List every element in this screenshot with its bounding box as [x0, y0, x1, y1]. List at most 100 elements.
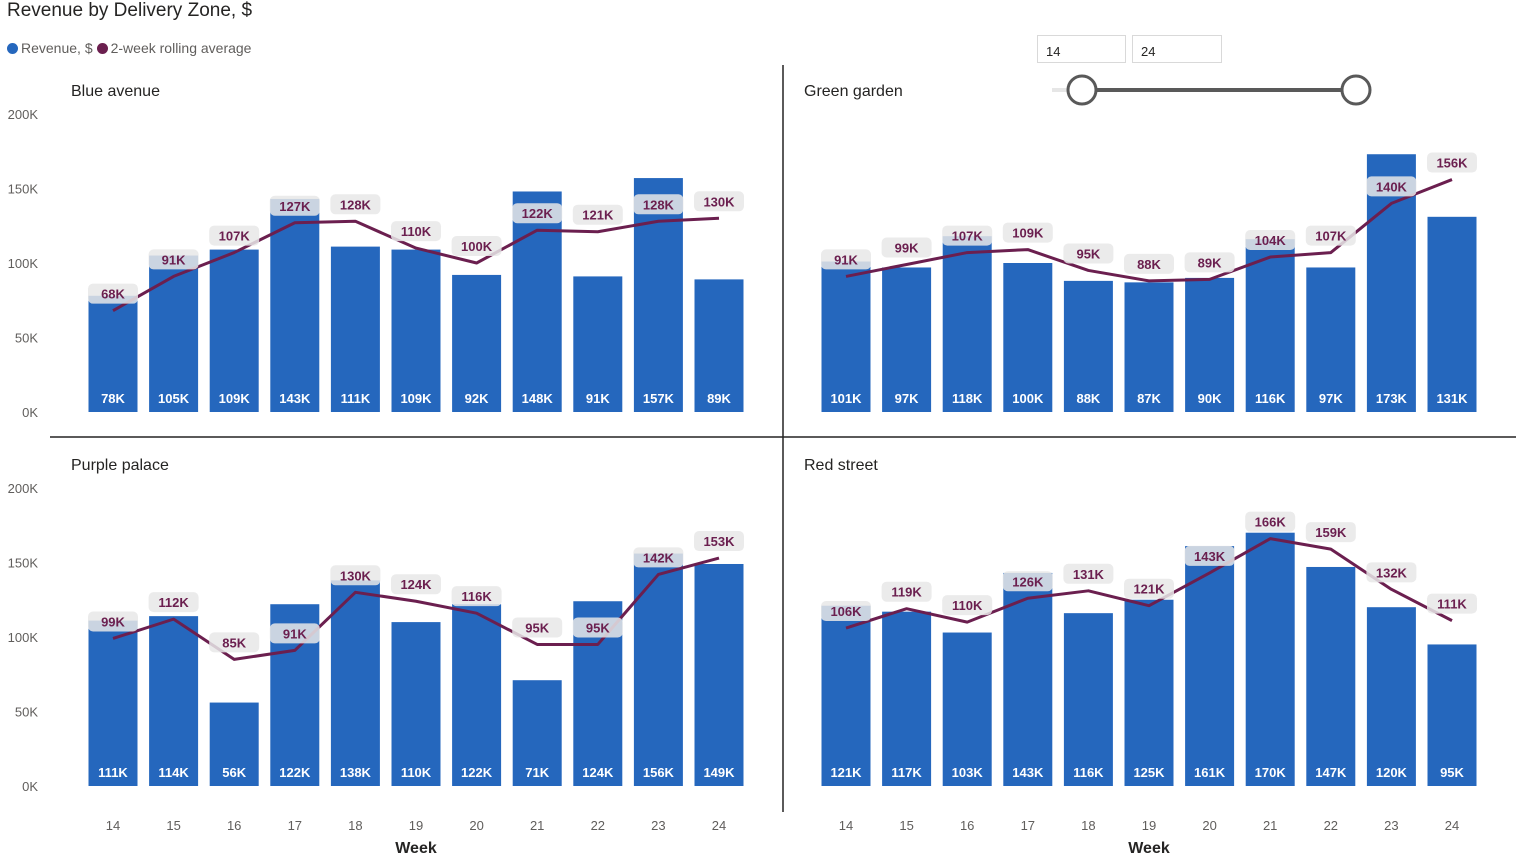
revenue-bar: [88, 620, 138, 786]
legend-item-rolling-average[interactable]: 2-week rolling average: [96, 40, 251, 56]
rolling-average-data-label: 88K: [1137, 257, 1161, 272]
legend-label-revenue: Revenue, $: [21, 40, 93, 56]
revenue-bar: [694, 279, 744, 412]
rolling-average-data-label: 91K: [283, 626, 307, 641]
rolling-average-data-label: 130K: [703, 194, 735, 209]
rolling-average-data-label: 124K: [400, 577, 432, 592]
revenue-bar: [391, 622, 441, 786]
x-tick-label: 17: [1021, 818, 1035, 833]
revenue-data-label: 124K: [582, 765, 614, 780]
rolling-average-data-label: 127K: [279, 199, 311, 214]
revenue-data-label: 71K: [525, 765, 549, 780]
x-tick-label: 21: [1263, 818, 1277, 833]
chart-legend: Revenue, $ 2-week rolling average: [7, 40, 255, 56]
revenue-bar: [1306, 267, 1356, 412]
x-tick-label: 18: [1081, 818, 1095, 833]
rolling-average-data-label: 99K: [895, 240, 919, 255]
rolling-average-data-label: 106K: [830, 604, 862, 619]
revenue-data-label: 147K: [1315, 765, 1347, 780]
revenue-bar: [821, 261, 871, 412]
rolling-average-label-bg: [572, 617, 623, 638]
rolling-average-label-bg: [1063, 563, 1114, 584]
x-tick-label: 20: [469, 818, 483, 833]
revenue-data-label: 105K: [158, 391, 190, 406]
legend-dot-revenue-icon: [7, 42, 18, 54]
revenue-bar: [391, 249, 441, 412]
revenue-bar: [1063, 613, 1113, 786]
rolling-average-label-bg: [1305, 522, 1356, 543]
rolling-average-data-label: 107K: [1315, 229, 1347, 244]
rolling-average-data-label: 128K: [643, 197, 675, 212]
rolling-average-label-bg: [1184, 252, 1235, 273]
rolling-average-label-bg: [881, 237, 932, 258]
x-axis-title: Week: [395, 840, 437, 857]
revenue-bar: [512, 680, 562, 786]
rolling-average-data-label: 112K: [158, 595, 189, 610]
rolling-average-data-label: 121K: [582, 208, 614, 223]
x-tick-label: 15: [899, 818, 913, 833]
y-tick-label: 100K: [8, 256, 39, 271]
revenue-data-label: 92K: [465, 391, 489, 406]
revenue-bar: [330, 246, 380, 412]
revenue-bar: [1427, 216, 1477, 412]
rolling-average-line: [845, 537, 1453, 630]
rolling-average-data-label: 156K: [1436, 156, 1468, 171]
revenue-data-label: 120K: [1376, 765, 1408, 780]
x-tick-label: 21: [530, 818, 544, 833]
rolling-average-label-bg: [391, 574, 441, 595]
revenue-data-label: 149K: [703, 765, 735, 780]
revenue-bar: [821, 605, 871, 786]
revenue-data-label: 97K: [895, 391, 919, 406]
rolling-average-label-bg: [1245, 230, 1296, 251]
rolling-average-label-bg: [209, 225, 260, 246]
rolling-average-data-label: 100K: [461, 239, 493, 254]
rolling-average-data-label: 153K: [703, 534, 735, 549]
revenue-bar: [1185, 277, 1235, 412]
revenue-data-label: 103K: [952, 765, 984, 780]
revenue-data-label: 173K: [1376, 391, 1408, 406]
x-tick-label: 15: [166, 818, 180, 833]
rolling-average-data-label: 99K: [101, 614, 125, 629]
week-from-input[interactable]: 14: [1037, 35, 1126, 63]
legend-item-revenue[interactable]: Revenue, $: [7, 40, 93, 56]
revenue-data-label: 90K: [1198, 391, 1222, 406]
rolling-average-data-label: 122K: [522, 206, 554, 221]
rolling-average-label-bg: [88, 611, 138, 632]
revenue-bar: [1366, 607, 1416, 786]
rolling-average-label-bg: [881, 581, 932, 602]
x-tick-label: 20: [1202, 818, 1216, 833]
rolling-average-data-label: 140K: [1376, 179, 1408, 194]
revenue-bar: [1124, 282, 1174, 412]
y-tick-label: 50K: [15, 705, 38, 720]
revenue-data-label: 109K: [219, 391, 251, 406]
panel-title-purple-palace: Purple palace: [71, 457, 169, 474]
rolling-average-data-label: 111K: [1437, 597, 1467, 612]
revenue-bar: [1427, 644, 1477, 786]
revenue-data-label: 95K: [1440, 765, 1464, 780]
x-tick-label: 14: [839, 818, 853, 833]
revenue-bar: [573, 276, 623, 412]
slider-handle-from[interactable]: [1066, 74, 1098, 106]
x-tick-label: 14: [106, 818, 120, 833]
revenue-bar: [942, 632, 992, 786]
panel-title-red-street: Red street: [804, 457, 878, 474]
x-tick-label: 22: [1324, 818, 1338, 833]
revenue-data-label: 78K: [101, 391, 125, 406]
revenue-bar: [1245, 239, 1295, 412]
revenue-data-label: 161K: [1194, 765, 1226, 780]
rolling-average-label-bg: [1063, 243, 1114, 264]
revenue-data-label: 125K: [1133, 765, 1165, 780]
rolling-average-label-bg: [512, 617, 563, 638]
revenue-data-label: 122K: [279, 765, 311, 780]
x-tick-label: 24: [1445, 818, 1459, 833]
revenue-data-label: 117K: [891, 765, 922, 780]
x-tick-label: 23: [651, 818, 665, 833]
rolling-average-label-bg: [633, 547, 684, 568]
rolling-average-label-bg: [391, 221, 441, 242]
week-to-input[interactable]: 24: [1132, 35, 1222, 63]
slider-handle-to[interactable]: [1340, 74, 1372, 106]
revenue-data-label: 116K: [1255, 391, 1286, 406]
rolling-average-label-bg: [572, 204, 623, 225]
x-axis-title: Week: [1128, 840, 1170, 857]
